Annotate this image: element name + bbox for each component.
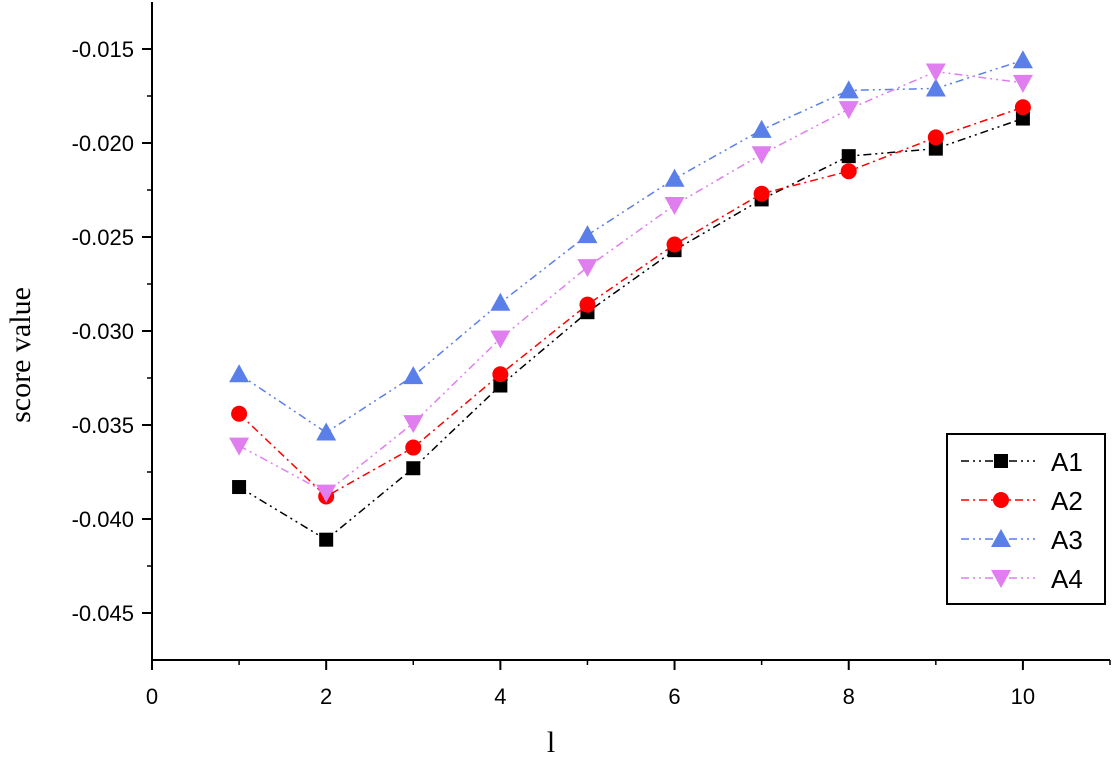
- x-tick-label: 4: [494, 684, 506, 709]
- series-a2: [231, 99, 1031, 505]
- data-point-a4: [403, 415, 424, 434]
- legend-marker-a1: [994, 454, 1008, 468]
- series-a4: [229, 63, 1033, 503]
- data-point-a1: [1015, 111, 1030, 126]
- data-point-a1: [319, 532, 334, 547]
- data-point-a1: [841, 149, 856, 164]
- data-point-a3: [1012, 50, 1033, 69]
- legend-label-a1: A1: [1051, 447, 1083, 477]
- axes: 0 2 4 6 8 10 -0.045 -0.040 -0.035 -0.030 -0.025 -0.…: [72, 2, 1111, 709]
- x-tick-label: 6: [668, 684, 680, 709]
- legend: A1 A2 A3 A4: [946, 433, 1106, 605]
- data-point-a3: [229, 364, 250, 383]
- data-point-a2: [231, 405, 248, 422]
- y-tick-label: -0.030: [72, 319, 134, 344]
- series-line-a3: [238, 59, 1024, 434]
- data-point-a3: [838, 80, 859, 99]
- data-point-a3: [751, 119, 772, 138]
- data-point-a1: [928, 141, 943, 156]
- data-point-a4: [925, 63, 946, 82]
- legend-marker-a2: [993, 492, 1009, 508]
- data-point-a4: [229, 437, 250, 456]
- x-tick-label: 2: [320, 684, 332, 709]
- legend-label-a3: A3: [1051, 525, 1083, 555]
- data-point-a4: [751, 146, 772, 165]
- data-point-a1: [406, 461, 421, 476]
- data-point-a3: [403, 366, 424, 385]
- data-point-a3: [316, 422, 337, 441]
- y-tick-label: -0.025: [72, 225, 134, 250]
- x-axis-title: l: [547, 726, 555, 759]
- data-point-a4: [664, 197, 685, 216]
- series-line-a2: [238, 106, 1024, 498]
- legend-label-a2: A2: [1051, 486, 1083, 516]
- data-point-a4: [316, 484, 337, 503]
- data-point-a4: [490, 330, 511, 349]
- data-point-a4: [1012, 74, 1033, 93]
- x-tick-label: 0: [146, 684, 158, 709]
- data-point-a2: [579, 296, 596, 313]
- data-point-a2: [405, 439, 422, 456]
- data-point-a2: [492, 366, 509, 383]
- legend-marker-a3: [991, 529, 1011, 547]
- series-line-a4: [238, 70, 1024, 494]
- x-tick-label: 8: [843, 684, 855, 709]
- data-point-a3: [925, 78, 946, 97]
- y-tick-label: -0.045: [72, 601, 134, 626]
- data-point-a4: [838, 101, 859, 120]
- series-line-a1: [238, 117, 1024, 541]
- y-tick-label: -0.020: [72, 131, 134, 156]
- data-point-a3: [664, 168, 685, 187]
- data-point-a2: [1014, 99, 1031, 116]
- data-point-a2: [753, 185, 770, 202]
- y-tick-label: -0.040: [72, 507, 134, 532]
- data-point-a2: [927, 129, 944, 146]
- x-tick-label: 10: [1011, 684, 1035, 709]
- series-layer: [229, 50, 1033, 547]
- y-axis-title: score value: [4, 287, 37, 423]
- data-point-a3: [490, 292, 511, 311]
- series-a3: [229, 50, 1033, 441]
- data-point-a3: [577, 225, 598, 244]
- data-point-a1: [493, 378, 508, 393]
- data-point-a2: [666, 236, 683, 253]
- data-point-a1: [232, 480, 247, 495]
- y-tick-label: -0.035: [72, 413, 134, 438]
- legend-marker-a4: [991, 570, 1011, 588]
- legend-box: [946, 433, 1106, 605]
- data-point-a2: [840, 163, 857, 180]
- y-tick-label: -0.015: [72, 37, 134, 62]
- legend-label-a4: A4: [1051, 564, 1083, 594]
- data-point-a4: [577, 259, 598, 278]
